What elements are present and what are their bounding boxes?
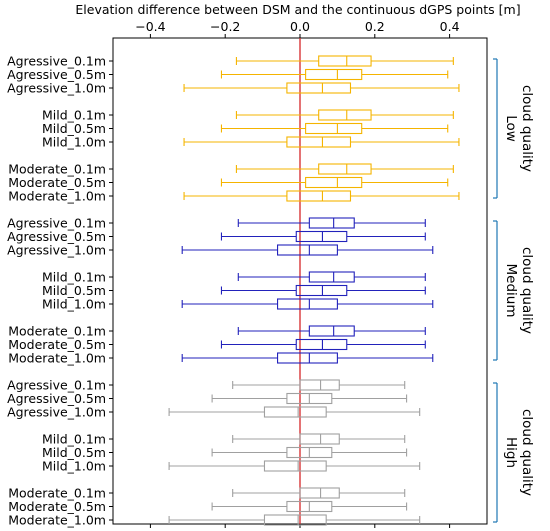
box-Mild_0.1m: [232, 433, 406, 445]
box-Moderate_0.5m: [220, 176, 449, 189]
y-tick-label: Mild_1.0m: [42, 135, 106, 150]
iqr-box: [286, 136, 352, 148]
box-Moderate_1.0m: [183, 190, 460, 202]
y-tick-label: Moderate_0.1m: [8, 162, 106, 177]
box-Moderate_0.5m: [220, 338, 426, 351]
box-Agressive_1.0m: [168, 406, 421, 418]
x-tick-label: 0.0: [290, 19, 310, 34]
y-tick-label: Moderate_1.0m: [8, 351, 106, 366]
y-tick-label: Agressive_0.5m: [7, 67, 106, 82]
x-tick-label: 0.2: [365, 19, 385, 34]
box-Agressive_0.5m: [211, 392, 408, 405]
box-Moderate_0.1m: [237, 325, 426, 337]
y-tick-label: Mild_0.5m: [42, 121, 106, 136]
box-Agressive_0.1m: [235, 55, 454, 67]
iqr-box: [286, 190, 352, 202]
group-label-line: Medium: [503, 264, 519, 318]
iqr-box: [305, 122, 363, 135]
box-Agressive_0.5m: [220, 230, 426, 243]
group-label-line: cloud quality: [519, 409, 535, 496]
box-Agressive_1.0m: [183, 82, 460, 94]
box-Moderate_0.5m: [211, 500, 408, 513]
box-Mild_0.5m: [220, 284, 426, 297]
y-tick-label: Moderate_0.5m: [8, 337, 106, 352]
y-tick-label: Agressive_0.1m: [7, 378, 106, 393]
x-tick-label: −0.2: [210, 19, 240, 34]
y-tick-label: Mild_0.1m: [42, 270, 106, 285]
box-Moderate_0.1m: [235, 163, 454, 175]
box-Mild_1.0m: [183, 136, 460, 148]
x-tick-label: 0.4: [440, 19, 460, 34]
box-Moderate_0.1m: [232, 487, 406, 499]
y-tick-label: Agressive_0.5m: [7, 229, 106, 244]
iqr-box: [295, 338, 348, 351]
iqr-box: [299, 433, 340, 445]
box-Agressive_0.1m: [237, 217, 426, 229]
y-tick-label: Moderate_0.5m: [8, 175, 106, 190]
box-Mild_0.5m: [220, 122, 449, 135]
iqr-box: [308, 325, 355, 337]
box-Agressive_0.5m: [220, 68, 449, 81]
iqr-box: [318, 55, 372, 67]
box-Mild_0.5m: [211, 446, 408, 459]
iqr-box: [299, 379, 340, 391]
iqr-box: [305, 176, 363, 189]
box-Mild_0.1m: [235, 109, 454, 121]
box-Agressive_1.0m: [181, 244, 434, 256]
iqr-box: [308, 271, 355, 283]
y-tick-label: Agressive_0.1m: [7, 54, 106, 69]
group-label-line: cloud quality: [519, 85, 535, 172]
box-Mild_1.0m: [168, 460, 421, 472]
group-label-line: High: [503, 437, 519, 468]
y-tick-label: Moderate_0.5m: [8, 499, 106, 514]
iqr-box: [277, 244, 338, 256]
y-tick-label: Mild_0.1m: [42, 432, 106, 447]
group-label-line: cloud quality: [519, 247, 535, 334]
y-tick-label: Agressive_1.0m: [7, 81, 106, 96]
box-Agressive_0.1m: [232, 379, 406, 391]
chart-title: Elevation difference between DSM and the…: [75, 2, 520, 17]
iqr-box: [318, 163, 372, 175]
iqr-box: [277, 352, 338, 364]
iqr-box: [299, 487, 340, 499]
iqr-box: [295, 230, 348, 243]
iqr-box: [318, 109, 372, 121]
y-tick-label: Moderate_0.1m: [8, 324, 106, 339]
iqr-box: [295, 284, 348, 297]
y-tick-label: Mild_0.5m: [42, 445, 106, 460]
box-Mild_1.0m: [181, 298, 434, 310]
iqr-box: [263, 460, 327, 472]
y-tick-label: Agressive_0.5m: [7, 391, 106, 406]
y-tick-label: Agressive_1.0m: [7, 243, 106, 258]
y-tick-label: Agressive_1.0m: [7, 405, 106, 420]
box-Mild_0.1m: [237, 271, 426, 283]
group-label-line: Low: [503, 115, 519, 142]
iqr-box: [305, 68, 363, 81]
y-tick-label: Mild_1.0m: [42, 459, 106, 474]
y-tick-label: Agressive_0.1m: [7, 216, 106, 231]
y-tick-label: Moderate_0.1m: [8, 486, 106, 501]
y-tick-label: Mild_1.0m: [42, 297, 106, 312]
y-tick-label: Mild_0.1m: [42, 108, 106, 123]
x-tick-label: −0.4: [135, 19, 165, 34]
box-Moderate_1.0m: [181, 352, 434, 364]
iqr-box: [308, 217, 355, 229]
iqr-box: [286, 82, 352, 94]
y-tick-label: Moderate_1.0m: [8, 189, 106, 204]
y-tick-label: Moderate_1.0m: [8, 513, 106, 528]
y-tick-label: Mild_0.5m: [42, 283, 106, 298]
iqr-box: [277, 298, 338, 310]
iqr-box: [263, 514, 327, 526]
plot-area: −0.4 −0.2 0.0 0.2 0.4Agressive_0.1mAgressive…: [7, 19, 535, 528]
iqr-box: [263, 406, 327, 418]
box-Moderate_1.0m: [168, 514, 421, 526]
